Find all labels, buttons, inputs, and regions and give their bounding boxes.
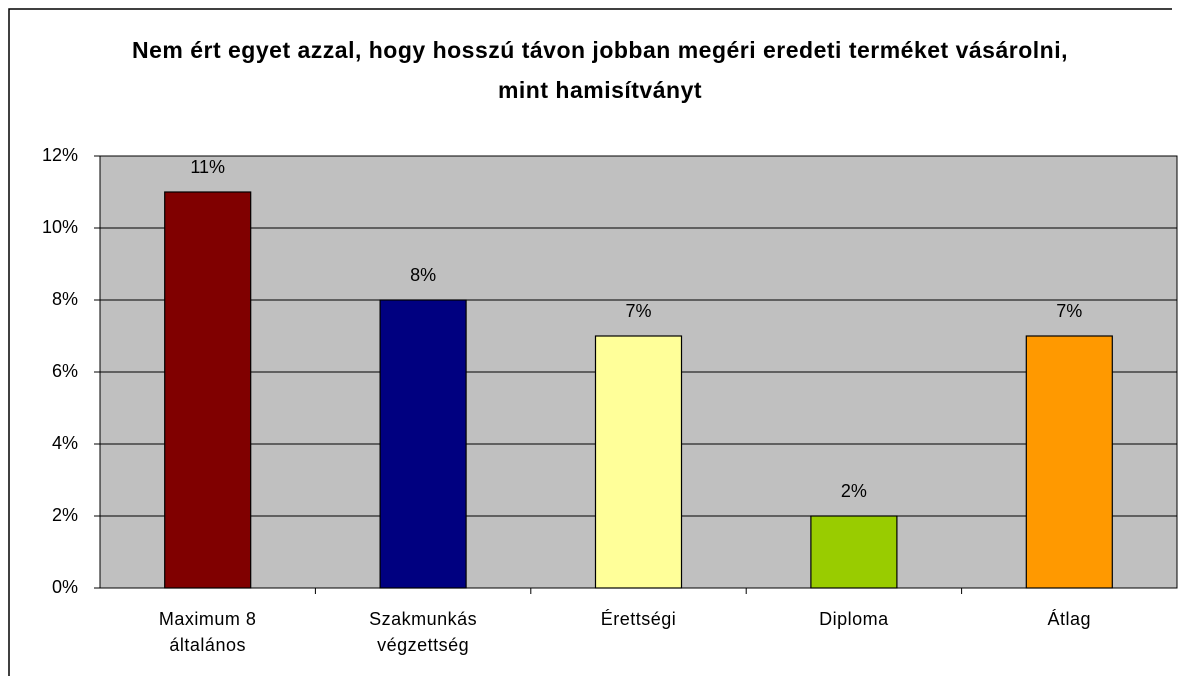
x-tick-label: Diploma xyxy=(819,609,889,629)
bar xyxy=(1025,335,1113,589)
value-label: 11% xyxy=(190,157,225,177)
y-tick-label: 4% xyxy=(52,433,78,453)
y-tick-label: 12% xyxy=(42,145,78,165)
x-tick-label: Érettségi xyxy=(600,609,677,629)
bar xyxy=(164,191,252,589)
chart-title: Nem ért egyet azzal, hogy hosszú távon j… xyxy=(131,37,1068,103)
frame xyxy=(8,8,1172,676)
value-label: 2% xyxy=(841,481,867,501)
bar xyxy=(810,515,898,589)
value-label: 7% xyxy=(625,301,651,321)
bar xyxy=(594,335,683,589)
y-tick-label: 10% xyxy=(42,217,78,237)
y-tick-label: 0% xyxy=(52,577,78,597)
x-tick-label: Szakmunkás végzettség xyxy=(369,609,478,655)
bar xyxy=(379,299,467,589)
y-tick-label: 2% xyxy=(52,505,78,525)
x-tick-label: Maximum 8 általános xyxy=(158,609,257,655)
x-tick-label: Átlag xyxy=(1047,609,1092,629)
y-tick-label: 6% xyxy=(52,361,78,381)
y-tick-label: 8% xyxy=(52,289,78,309)
value-label: 7% xyxy=(1056,301,1082,321)
value-label: 8% xyxy=(410,265,436,285)
